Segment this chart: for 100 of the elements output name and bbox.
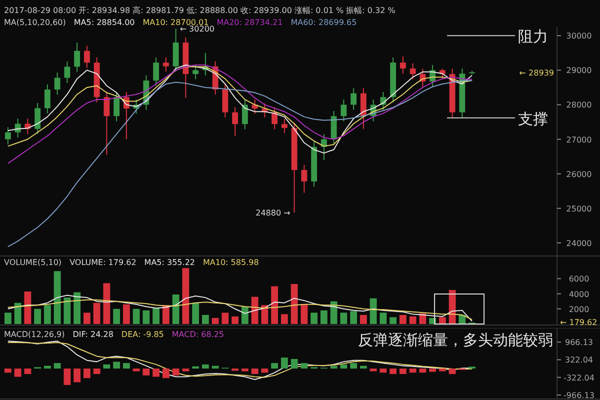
y-tick-label: 30000 [566, 32, 592, 41]
candlestick [162, 56, 169, 72]
bar [271, 363, 278, 369]
bar [409, 368, 416, 373]
bar [350, 311, 358, 324]
bar [409, 316, 416, 324]
bar [83, 312, 90, 324]
bar [24, 368, 32, 374]
bar [340, 312, 348, 324]
bar [172, 294, 180, 324]
y-tick-label: 966.13 [565, 338, 593, 348]
bar [370, 298, 377, 324]
bar [44, 305, 51, 324]
bar [24, 292, 32, 324]
bar [350, 363, 358, 369]
y-tick-label: 4000 [568, 290, 590, 299]
bar [182, 368, 190, 372]
bar [212, 366, 219, 369]
bar [74, 292, 81, 324]
bar [113, 308, 120, 324]
text: MA5: 355.22 [144, 258, 195, 267]
candlestick [54, 72, 60, 96]
candlestick [4, 126, 11, 145]
line-series [7, 299, 473, 320]
bar [241, 368, 248, 372]
bar [390, 368, 397, 374]
y-tick-label: 24000 [566, 238, 592, 248]
bar [113, 362, 120, 369]
candlestick [44, 84, 50, 114]
bar [419, 368, 426, 373]
bar [320, 310, 328, 324]
bar [330, 301, 338, 324]
text: ← 28939 [519, 68, 554, 78]
y-tick-label: 27000 [566, 135, 592, 144]
bar [4, 368, 12, 373]
bar [74, 368, 81, 382]
bar [310, 312, 318, 324]
bar [300, 304, 308, 324]
candlestick [114, 91, 120, 122]
bar [370, 368, 377, 372]
bar [122, 304, 130, 324]
candlestick [34, 102, 41, 135]
bar [4, 312, 12, 324]
bar [122, 363, 130, 369]
bar [172, 368, 180, 376]
candlestick [14, 118, 21, 138]
chart-subtitle: MA(5,10,20,60) [4, 18, 66, 27]
annotation: VOLUME: 179.62 [70, 258, 136, 267]
line-series [7, 294, 473, 322]
candlestick [222, 84, 228, 118]
candlestick [192, 64, 199, 80]
candlestick [104, 91, 110, 156]
bar [241, 306, 248, 324]
text: MA10: 585.98 [203, 258, 259, 267]
text: MA5: 28854.00 [74, 18, 135, 27]
bar [290, 284, 298, 324]
bar [380, 368, 387, 373]
bar [54, 271, 61, 324]
y-tick-label: 6000 [568, 274, 590, 284]
candlestick [84, 45, 90, 68]
candlestick [330, 110, 337, 145]
candlestick [410, 62, 416, 80]
bar [34, 308, 42, 324]
bar [399, 314, 406, 324]
text: MA20: 28734.21 [216, 18, 283, 27]
bar [360, 314, 367, 324]
chart-title: MACD(12,26,9) [4, 330, 65, 339]
bar [14, 302, 22, 324]
y-tick-label: -966.13 [564, 391, 594, 400]
bar [212, 318, 219, 324]
candlestick [64, 61, 70, 84]
text: DEA: -9.85 [121, 330, 164, 339]
bar [103, 364, 110, 369]
bar [271, 286, 278, 324]
bar [132, 368, 140, 372]
bar [438, 317, 446, 324]
candlestick [340, 99, 347, 122]
series-label: DIF: 24.28 [72, 330, 114, 339]
candlestick [360, 88, 366, 130]
bar [192, 366, 200, 369]
bar [93, 368, 100, 374]
text: MA60: 28699.65 [290, 18, 357, 27]
bar [360, 366, 367, 369]
bar [251, 368, 258, 374]
bar [399, 368, 406, 374]
bar [261, 305, 268, 324]
bar [54, 363, 61, 369]
chart-title: VOLUME(5,10) [4, 258, 62, 267]
bar [340, 364, 348, 369]
bar [429, 368, 436, 372]
bar [330, 366, 338, 369]
bar [162, 368, 170, 378]
text: ← 179.62 [560, 318, 598, 327]
candlestick [153, 56, 160, 86]
bar [152, 368, 160, 377]
bar [380, 312, 387, 324]
bar [132, 308, 140, 324]
y-tick-label: 26000 [566, 170, 592, 179]
bar [83, 368, 90, 378]
bar [438, 368, 446, 372]
